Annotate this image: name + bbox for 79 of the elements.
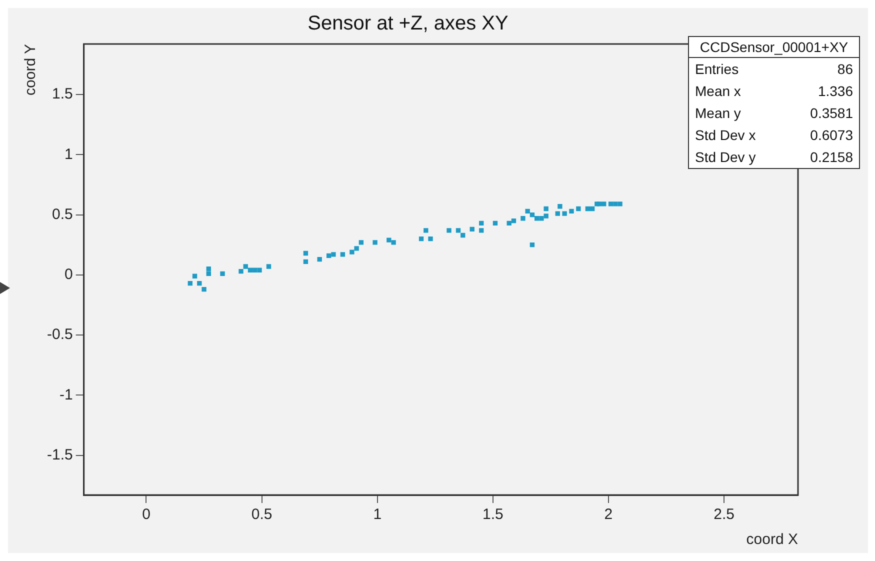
point [613, 202, 618, 206]
point [340, 252, 346, 257]
point [492, 220, 498, 226]
point [534, 216, 540, 221]
point [555, 211, 560, 216]
point [372, 240, 378, 245]
point [326, 253, 332, 258]
chart-title: Sensor at +Z, axes XY [308, 12, 508, 35]
point [358, 240, 364, 245]
y-tick-label: 1 [64, 146, 73, 163]
text: Mean y 0.3581 [695, 105, 853, 121]
y-tick-label: -1.5 [46, 446, 73, 464]
point [202, 287, 206, 292]
point [596, 202, 602, 206]
point [479, 228, 484, 233]
point [428, 236, 433, 242]
point [424, 228, 428, 233]
point [317, 256, 322, 262]
point [585, 206, 590, 212]
x-tick-label: 0 [142, 506, 150, 524]
point [539, 216, 544, 221]
point [558, 204, 562, 209]
y-tick-label: -1 [60, 386, 73, 404]
point [197, 280, 202, 286]
point [456, 228, 461, 233]
point [590, 206, 595, 212]
x-tick-label: 1.5 [482, 506, 504, 524]
y-axis-title: coord Y [22, 44, 40, 96]
x-tick-label: 1 [373, 506, 382, 524]
text: Std Dev x 0.6073 [695, 127, 853, 143]
point [530, 212, 535, 218]
point [350, 250, 354, 254]
y-tick-label: 0 [64, 266, 73, 284]
point [460, 232, 466, 238]
text: Std Dev y 0.2158 [695, 149, 853, 165]
text: Mean x 1.336 [695, 83, 853, 99]
point [525, 208, 530, 214]
y-tick-label: 1.5 [52, 86, 73, 103]
y-tick-label: -0.5 [46, 326, 73, 344]
x-tick-label: 0.5 [251, 506, 272, 524]
point [608, 202, 614, 206]
point [446, 228, 452, 233]
point [418, 236, 424, 242]
point [243, 264, 248, 269]
text: Entries 86 [695, 61, 853, 77]
x-axis-title: coord X [746, 531, 798, 548]
point [618, 202, 622, 206]
point [206, 271, 211, 276]
point [470, 226, 474, 232]
point [386, 238, 392, 242]
point [303, 259, 308, 264]
point [544, 206, 548, 212]
point [576, 206, 581, 212]
point [188, 280, 192, 286]
point [506, 220, 512, 226]
point [520, 216, 526, 221]
point [354, 246, 359, 251]
point [206, 266, 211, 272]
point [303, 250, 308, 256]
point [220, 271, 225, 276]
x-tick-label: 2.5 [714, 506, 734, 524]
point [266, 264, 272, 269]
point [569, 208, 574, 214]
point [331, 252, 336, 257]
point [252, 268, 258, 272]
point [192, 274, 198, 278]
point [544, 214, 548, 218]
x-tick-label: 2 [604, 506, 613, 524]
point [602, 202, 606, 206]
point [479, 220, 484, 226]
point [511, 218, 516, 224]
y-tick-label: 0.5 [52, 206, 73, 223]
point [238, 268, 244, 274]
annotation: CCDSensor_00001+XY [689, 37, 859, 58]
point [257, 268, 262, 272]
point [530, 242, 535, 248]
point [248, 268, 253, 272]
point [391, 240, 396, 245]
point [562, 211, 567, 216]
